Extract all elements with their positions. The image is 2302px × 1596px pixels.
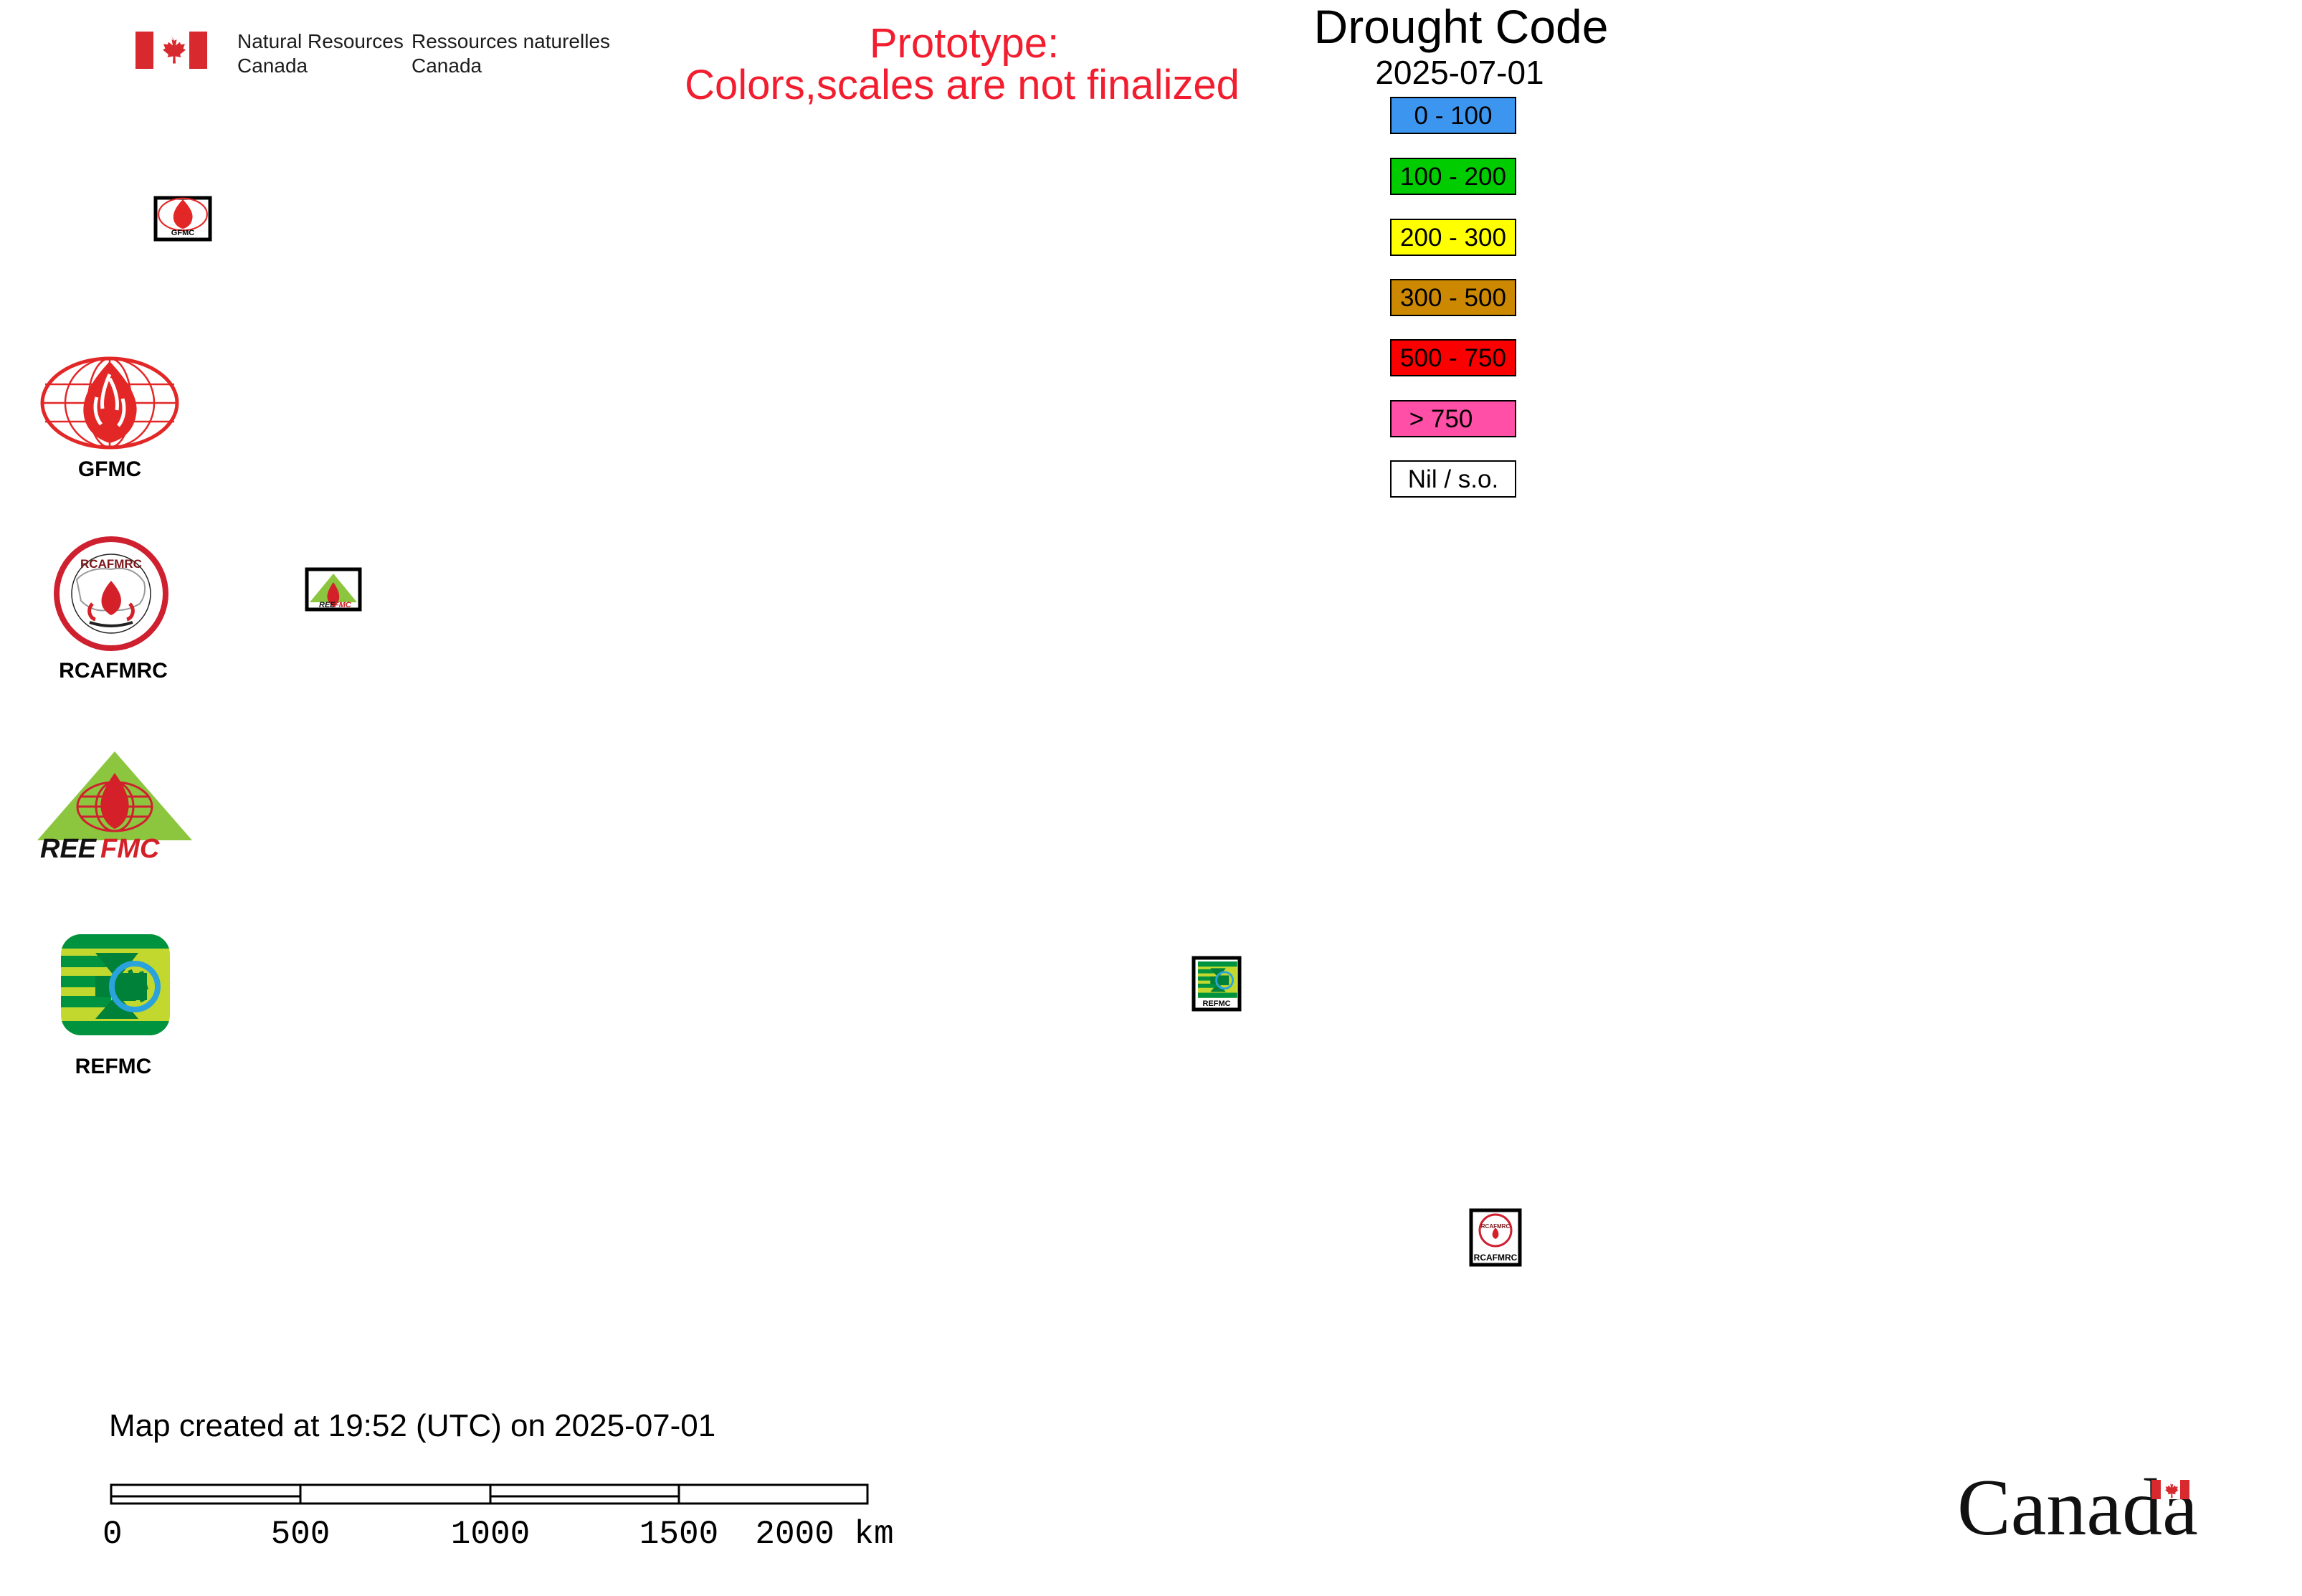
svg-text:RCAFMRC: RCAFMRC [1474,1253,1518,1263]
svg-text:0: 0 [103,1516,123,1553]
svg-text:Canada: Canada [237,54,308,77]
svg-text:RCAFMRC: RCAFMRC [1481,1223,1511,1230]
svg-text:REFMC: REFMC [75,1055,152,1078]
svg-text:2000 km: 2000 km [755,1516,893,1553]
svg-text:REFMC: REFMC [1202,999,1230,1008]
svg-text:RCAFMRC: RCAFMRC [80,557,142,571]
svg-text:FMC: FMC [100,834,160,864]
svg-text:2025-07-01: 2025-07-01 [1375,54,1544,91]
svg-text:500: 500 [271,1516,330,1553]
svg-text:REE: REE [319,601,336,609]
svg-text:Canada: Canada [1957,1463,2198,1552]
svg-text:> 750: > 750 [1409,405,1473,433]
svg-text:FMC: FMC [334,601,352,609]
svg-text:Ressources naturelles: Ressources naturelles [412,30,610,52]
svg-text:200 - 300: 200 - 300 [1400,224,1506,252]
svg-text:Colors,scales are not finalize: Colors,scales are not finalized [685,62,1240,108]
svg-text:RCAFMRC: RCAFMRC [59,659,168,683]
svg-text:Drought Code: Drought Code [1314,0,1609,53]
svg-text:Prototype:: Prototype: [870,20,1059,67]
svg-text:100 - 200: 100 - 200 [1400,163,1506,191]
svg-text:Nil / s.o.: Nil / s.o. [1408,465,1498,493]
svg-text:GFMC: GFMC [78,457,141,481]
svg-text:REE: REE [40,834,97,864]
svg-text:1500: 1500 [639,1516,718,1553]
svg-text:Natural Resources: Natural Resources [237,30,404,52]
svg-text:Map created at 19:52 (UTC) on: Map created at 19:52 (UTC) on 2025-07-01 [109,1408,715,1443]
svg-text:Canada: Canada [412,54,482,77]
svg-text:300 - 500: 300 - 500 [1400,284,1506,312]
svg-text:0 - 100: 0 - 100 [1414,102,1493,130]
svg-text:GFMC: GFMC [171,229,194,237]
svg-text:1000: 1000 [451,1516,530,1553]
svg-text:500 - 750: 500 - 750 [1400,344,1506,372]
